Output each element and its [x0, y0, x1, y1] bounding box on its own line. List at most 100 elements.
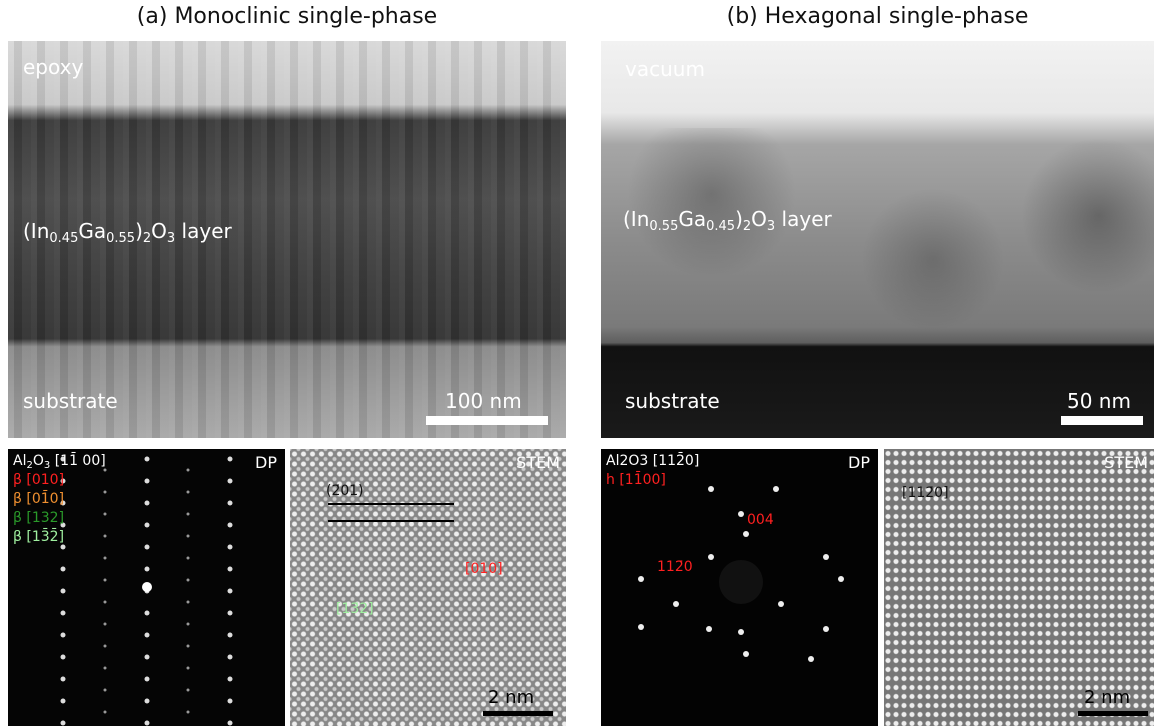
spot — [823, 626, 829, 632]
spot — [145, 655, 150, 660]
plane-label: (2̄01) — [326, 483, 364, 499]
tem-image: vacuum (In0.55Ga0.45)2O3 layer substrate… — [601, 41, 1154, 438]
spot — [187, 535, 190, 538]
spot — [187, 711, 190, 714]
spot — [228, 545, 233, 550]
diffraction-spots — [601, 449, 878, 726]
spot — [228, 677, 233, 682]
spot — [187, 667, 190, 670]
scale-label: 50 nm — [1067, 389, 1131, 413]
label-part: (In — [23, 219, 49, 243]
spot — [187, 601, 190, 604]
spot — [823, 554, 829, 560]
tem-image: epoxy (In0.45Ga0.55)2O3 layer substrate … — [8, 41, 566, 438]
spot — [187, 469, 190, 472]
spot — [145, 567, 150, 572]
spot — [743, 531, 749, 537]
spot — [708, 486, 714, 492]
spot — [61, 589, 66, 594]
layer-label: (In0.55Ga0.45)2O3 layer — [623, 207, 832, 234]
corner-label: DP — [255, 453, 277, 472]
panel-title: (b) Hexagonal single-phase — [601, 4, 1154, 29]
spot — [228, 721, 233, 726]
spot — [228, 567, 233, 572]
label-part: Ga — [678, 207, 706, 231]
spot — [61, 677, 66, 682]
direction-label: [13̄2] — [336, 601, 374, 617]
label-part: ) — [135, 219, 143, 243]
spot — [187, 645, 190, 648]
label-part: Al — [13, 453, 26, 469]
corner-label: STEM — [1104, 453, 1148, 472]
spot — [228, 611, 233, 616]
spot — [104, 601, 107, 604]
spot — [743, 651, 749, 657]
spot — [187, 557, 190, 560]
spot-label: 112̄0 — [657, 559, 693, 575]
legend-entry: β [010] — [13, 472, 64, 488]
spot — [145, 501, 150, 506]
spot — [228, 479, 233, 484]
region-label: epoxy — [23, 55, 83, 79]
scale-bar — [483, 711, 553, 716]
spot — [145, 523, 150, 528]
spot — [706, 626, 712, 632]
spot — [104, 557, 107, 560]
plane-line — [328, 503, 454, 505]
panel-title: (a) Monoclinic single-phase — [8, 4, 566, 29]
spot — [104, 689, 107, 692]
spot — [187, 579, 190, 582]
scale-label: 100 nm — [445, 389, 522, 413]
label-part: ) — [735, 207, 743, 231]
spot — [738, 511, 744, 517]
spot — [61, 611, 66, 616]
spot — [61, 567, 66, 572]
spot — [104, 645, 107, 648]
spot — [838, 576, 844, 582]
region-label: vacuum — [625, 57, 705, 81]
spot — [228, 457, 233, 462]
label-part: layer — [175, 219, 232, 243]
label-part: O — [751, 207, 767, 231]
label-part: 0.45 — [706, 219, 735, 234]
label-part: 0.55 — [106, 231, 135, 246]
spot — [104, 623, 107, 626]
corner-label: STEM — [516, 453, 560, 472]
legend-entry: β [01̄0] — [13, 491, 64, 507]
stem-image: STEM [112̄0] 2 nm — [884, 449, 1154, 726]
label-part: 0.55 — [649, 219, 678, 234]
spot — [61, 721, 66, 726]
spot — [187, 513, 190, 516]
spot — [104, 711, 107, 714]
legend-entry: h [11̄00] — [606, 472, 666, 488]
label-part: [11̄ 00] — [50, 453, 105, 469]
spot — [104, 667, 107, 670]
legend-entry: β [132] — [13, 510, 64, 526]
label-part: O — [33, 453, 44, 469]
spot — [187, 689, 190, 692]
scale-label: 2 nm — [1084, 687, 1130, 708]
label-part: (In — [623, 207, 649, 231]
spot — [61, 545, 66, 550]
scale-label: 2 nm — [488, 687, 534, 708]
figure: (a) Monoclinic single-phase (b) Hexagona… — [0, 0, 1154, 726]
spot — [228, 633, 233, 638]
beam-stop — [719, 560, 763, 604]
legend-entry: β [13̄2̄] — [13, 529, 64, 545]
spot — [673, 601, 679, 607]
label-part: Al2O3 [112̄0] — [606, 453, 699, 469]
spot — [738, 629, 744, 635]
scale-bar — [1061, 416, 1143, 425]
spot — [104, 535, 107, 538]
spot — [145, 633, 150, 638]
label-part: Ga — [78, 219, 106, 243]
scale-bar — [1078, 711, 1148, 716]
label-part: 3 — [167, 231, 175, 246]
spot — [228, 655, 233, 660]
spot — [187, 623, 190, 626]
layer-label: (In0.45Ga0.55)2O3 layer — [23, 219, 232, 246]
spot — [228, 589, 233, 594]
spot — [145, 721, 150, 726]
spot — [104, 513, 107, 516]
spot — [145, 457, 150, 462]
